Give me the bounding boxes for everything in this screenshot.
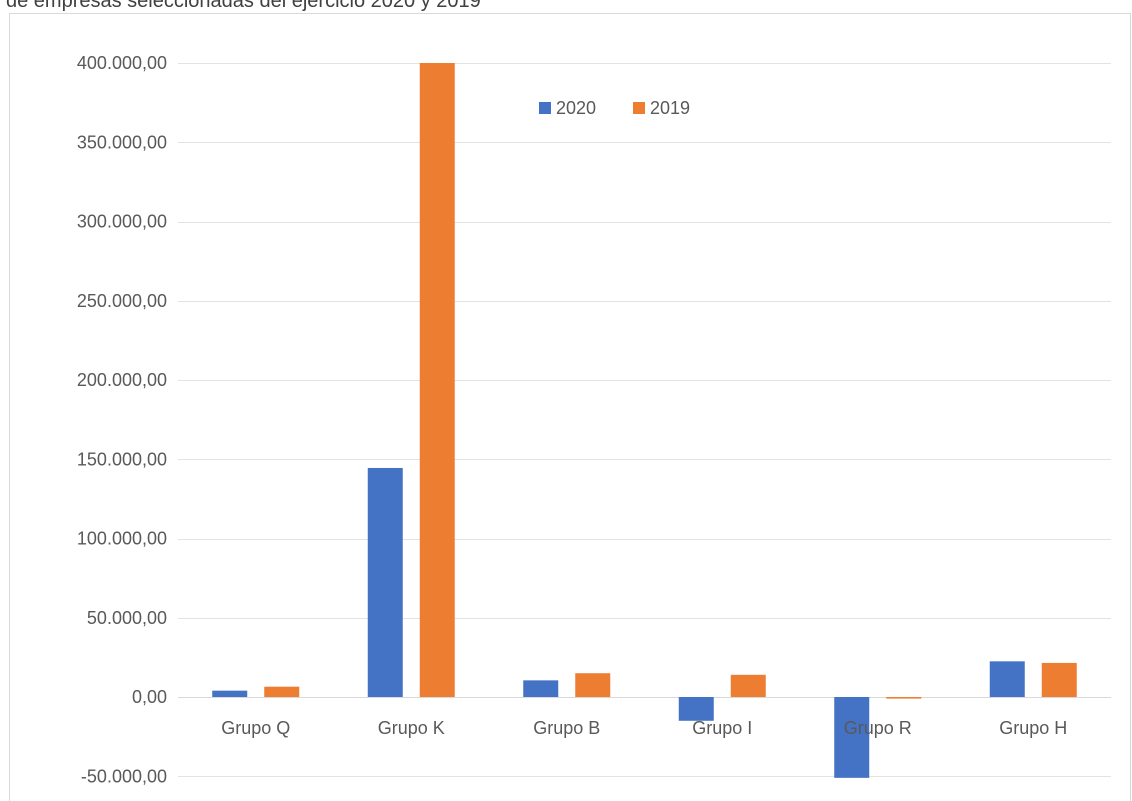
legend-label-2020: 2020 (556, 98, 596, 118)
x-category-label: Grupo Q (221, 718, 290, 738)
bar-2020-grupo-b (523, 680, 559, 697)
y-tick-label: 400.000,00 (77, 53, 167, 73)
bars (212, 63, 1077, 778)
legend: 2020 2019 (539, 98, 690, 118)
y-tick-label: -50.000,00 (81, 766, 167, 786)
bar-2019-grupo-i (730, 674, 766, 697)
y-tick-label: 200.000,00 (77, 370, 167, 390)
x-axis: Grupo Q Grupo K Grupo B Grupo I Grupo R Grupo… (221, 718, 1067, 738)
bar-2020-grupo-q (212, 690, 248, 697)
x-category-label: Grupo I (692, 718, 752, 738)
bar-2020-grupo-h (989, 661, 1025, 697)
y-tick-label: 250.000,00 (77, 291, 167, 311)
bar-2019-grupo-q (264, 686, 300, 697)
chart-title-partial: de empresas seleccionadas del ejercicio … (6, 0, 481, 12)
legend-swatch-2020 (539, 102, 551, 114)
y-axis: 400.000,00 350.000,00 300.000,00 250.000,00… (77, 53, 167, 786)
y-tick-label: 100.000,00 (77, 529, 167, 549)
legend-swatch-2019 (633, 102, 645, 114)
x-category-label: Grupo R (844, 718, 912, 738)
y-tick-label: 350.000,00 (77, 132, 167, 152)
bar-2019-grupo-b (575, 673, 611, 697)
y-tick-label: 0,00 (132, 687, 167, 707)
x-category-label: Grupo K (378, 718, 445, 738)
bar-2020-grupo-r (834, 697, 870, 778)
chart-border (9, 13, 1131, 801)
bar-2020-grupo-i (678, 697, 714, 721)
y-tick-label: 150.000,00 (77, 449, 167, 469)
y-tick-label: 50.000,00 (87, 608, 167, 628)
bar-2019-grupo-k (419, 63, 455, 697)
bar-2019-grupo-h (1041, 662, 1077, 697)
bar-2020-grupo-k (367, 467, 403, 697)
x-category-label: Grupo H (999, 718, 1067, 738)
grid-lines (178, 63, 1111, 777)
legend-label-2019: 2019 (650, 98, 690, 118)
x-category-label: Grupo B (533, 718, 600, 738)
bar-2019-grupo-r (886, 697, 922, 699)
y-tick-label: 300.000,00 (77, 212, 167, 232)
